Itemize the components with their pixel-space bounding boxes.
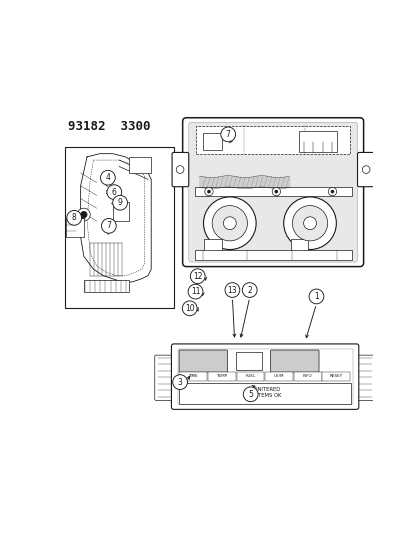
Circle shape xyxy=(361,166,369,173)
Text: FUEL: FUEL xyxy=(245,375,255,378)
Bar xyxy=(177,349,352,404)
Circle shape xyxy=(220,127,235,142)
Circle shape xyxy=(66,211,81,225)
Text: 1: 1 xyxy=(313,292,318,301)
Text: 3: 3 xyxy=(177,377,182,386)
Text: 11: 11 xyxy=(190,287,200,296)
Bar xyxy=(128,157,151,173)
Text: 7: 7 xyxy=(106,221,111,230)
Circle shape xyxy=(242,282,256,297)
Bar xyxy=(204,239,221,252)
FancyBboxPatch shape xyxy=(357,152,373,187)
Bar xyxy=(64,147,173,308)
Bar xyxy=(208,372,235,381)
Circle shape xyxy=(81,212,87,218)
Text: 8: 8 xyxy=(72,213,76,222)
Text: TIME: TIME xyxy=(188,375,198,378)
FancyBboxPatch shape xyxy=(171,344,358,409)
Circle shape xyxy=(309,289,323,304)
Text: US/M: US/M xyxy=(273,375,284,378)
Circle shape xyxy=(328,188,336,196)
Bar xyxy=(66,218,83,237)
Circle shape xyxy=(211,206,247,241)
FancyBboxPatch shape xyxy=(154,355,176,400)
FancyBboxPatch shape xyxy=(179,350,227,372)
Text: 2: 2 xyxy=(247,286,252,295)
Circle shape xyxy=(101,219,116,233)
FancyBboxPatch shape xyxy=(270,350,318,372)
FancyBboxPatch shape xyxy=(354,355,375,400)
Bar xyxy=(194,250,351,260)
Bar xyxy=(322,372,349,381)
Text: 10: 10 xyxy=(185,304,194,313)
Bar xyxy=(293,372,321,381)
Bar xyxy=(179,383,350,404)
Circle shape xyxy=(190,269,204,284)
Circle shape xyxy=(292,206,327,241)
Bar xyxy=(194,187,351,196)
Text: 7: 7 xyxy=(225,130,230,139)
Circle shape xyxy=(107,185,121,199)
Text: 12: 12 xyxy=(192,272,202,281)
Circle shape xyxy=(203,197,256,249)
Bar xyxy=(179,372,206,381)
Text: MONITERED: MONITERED xyxy=(249,387,280,392)
Text: 4: 4 xyxy=(105,173,110,182)
Text: SYSTEMS OK: SYSTEMS OK xyxy=(248,393,281,398)
Bar xyxy=(265,372,292,381)
Circle shape xyxy=(204,188,213,196)
Circle shape xyxy=(303,217,316,230)
Circle shape xyxy=(223,217,236,230)
Circle shape xyxy=(176,166,183,173)
Circle shape xyxy=(77,208,90,221)
Text: 13: 13 xyxy=(227,286,237,295)
FancyBboxPatch shape xyxy=(172,152,188,187)
Text: 6: 6 xyxy=(112,188,116,197)
Circle shape xyxy=(274,190,277,193)
FancyBboxPatch shape xyxy=(182,118,363,266)
Bar xyxy=(83,280,128,292)
Circle shape xyxy=(100,171,115,185)
Text: RESET: RESET xyxy=(329,375,342,378)
Text: 93182  3300: 93182 3300 xyxy=(68,120,150,133)
Text: INFO: INFO xyxy=(302,375,312,378)
Bar xyxy=(236,352,261,370)
Circle shape xyxy=(225,282,239,297)
Bar xyxy=(290,239,308,252)
Bar xyxy=(202,133,221,150)
Bar xyxy=(236,372,263,381)
Circle shape xyxy=(188,284,202,299)
Circle shape xyxy=(271,188,280,196)
Circle shape xyxy=(243,387,257,402)
FancyBboxPatch shape xyxy=(188,122,357,262)
Circle shape xyxy=(283,197,335,249)
Text: TEMP: TEMP xyxy=(216,375,227,378)
Circle shape xyxy=(112,196,127,210)
Bar xyxy=(298,131,337,152)
Text: 9: 9 xyxy=(117,198,122,207)
Circle shape xyxy=(172,375,187,390)
Circle shape xyxy=(207,190,210,193)
Bar xyxy=(196,126,349,154)
Circle shape xyxy=(182,301,197,316)
Text: 5: 5 xyxy=(248,390,252,399)
Circle shape xyxy=(330,190,333,193)
